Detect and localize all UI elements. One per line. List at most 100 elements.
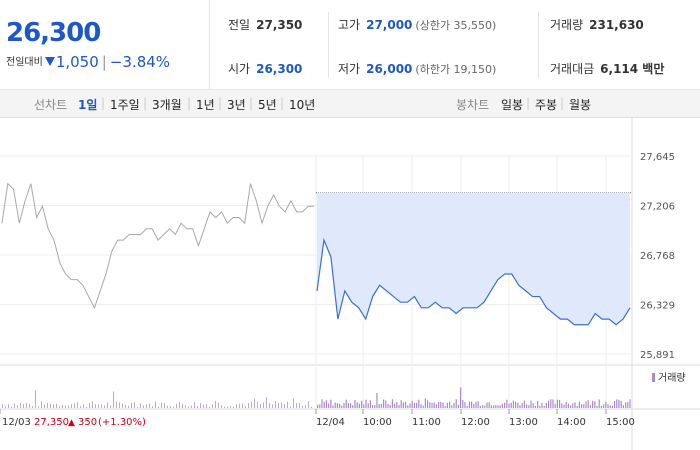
volume-bar: [378, 404, 380, 408]
volume-bar: [206, 404, 207, 408]
volume-bar: [143, 405, 144, 408]
stat-open: 시가 26,300: [228, 60, 302, 77]
tab-1year[interactable]: 1년: [196, 98, 215, 112]
volume-bar: [592, 400, 594, 408]
volume-bar: [179, 401, 180, 408]
volume-bar: [499, 405, 501, 408]
volume-bar: [287, 401, 288, 408]
volume-bar: [233, 406, 234, 408]
volume-bar: [548, 400, 550, 408]
volume-bar: [616, 399, 618, 408]
volume-bar: [215, 400, 216, 408]
volume-bar: [122, 403, 123, 408]
volume-bar: [185, 405, 186, 408]
volume-bar: [104, 405, 105, 408]
current-price: 26,300: [6, 18, 101, 48]
volume-bar: [449, 401, 451, 408]
volume-bar: [490, 405, 492, 408]
tab-weekly-candle[interactable]: 주봉: [535, 98, 558, 112]
volume-bar: [356, 402, 358, 408]
volume-bar: [413, 402, 415, 408]
volume-bar: [305, 405, 306, 408]
tab-divider: |: [187, 96, 192, 110]
volume-bar: [137, 406, 138, 408]
volume-bar: [589, 405, 591, 408]
volume-bar: [341, 405, 343, 408]
volume-bar: [325, 400, 327, 408]
tab-1week[interactable]: 1주일: [110, 98, 140, 112]
volume-bar: [176, 403, 177, 408]
volume-bar: [561, 403, 563, 408]
volume-bar: [383, 399, 385, 408]
volume-bar: [479, 405, 481, 408]
change-separator: |: [101, 53, 107, 71]
volume-bar: [363, 404, 365, 408]
volume-bar: [422, 405, 424, 408]
x-tick-label: 11:00: [412, 417, 441, 428]
volume-bar: [528, 405, 530, 408]
volume-bar: [442, 402, 444, 408]
volume-bar: [405, 401, 407, 408]
volume-bar: [245, 406, 246, 408]
tab-daily-candle[interactable]: 일봉: [501, 98, 524, 112]
x-tick-label: 10:00: [363, 417, 392, 428]
tab-divider: |: [249, 96, 254, 110]
volume-bar: [614, 401, 616, 408]
stat-volume: 거래량 231,630: [550, 16, 644, 33]
volume-bar: [330, 399, 332, 408]
volume-bar: [62, 404, 63, 408]
tab-3month[interactable]: 3개월: [152, 98, 182, 112]
volume-bar: [56, 403, 57, 408]
tab-10year[interactable]: 10년: [289, 98, 316, 112]
volume-bar: [41, 401, 42, 408]
x-tick-label: 14:00: [557, 417, 586, 428]
volume-bar: [68, 405, 69, 408]
volume-bar: [5, 406, 6, 408]
tab-5year[interactable]: 5년: [258, 98, 277, 112]
volume-bar: [416, 402, 418, 408]
y-tick-label: 26,768: [640, 251, 675, 262]
volume-bar: [365, 399, 367, 408]
volume-bar: [345, 399, 347, 408]
volume-bar: [427, 400, 429, 408]
x-tick-label: 12:00: [461, 417, 490, 428]
divider: [538, 12, 539, 78]
volume-bar: [32, 405, 33, 408]
volume-bar: [339, 403, 341, 408]
volume-bar: [110, 405, 111, 408]
volume-bar: [493, 405, 495, 408]
stat-prev-close: 전일 27,350: [228, 16, 302, 33]
volume-bar: [622, 405, 624, 408]
tab-3year[interactable]: 3년: [227, 98, 246, 112]
volume-bar: [53, 404, 54, 408]
volume-bar: [444, 405, 446, 408]
volume-bar: [594, 401, 596, 408]
stat-open-value: 26,300: [256, 62, 303, 76]
volume-bar: [354, 400, 356, 408]
volume-bar: [299, 402, 300, 408]
volume-bar: [570, 405, 572, 408]
volume-bar: [565, 401, 567, 408]
volume-bar: [517, 402, 519, 408]
volume-bar: [603, 404, 605, 408]
today-price-line: [316, 237, 631, 326]
volume-bar: [194, 402, 195, 408]
tab-monthly-candle[interactable]: 월봉: [569, 98, 592, 112]
volume-bar: [74, 403, 75, 408]
tab-1day[interactable]: 1일: [78, 98, 98, 112]
volume-bar: [152, 406, 153, 408]
stat-amount: 거래대금 6,114 백만: [550, 60, 664, 77]
volume-bar: [563, 404, 565, 408]
volume-bar: [407, 405, 409, 408]
volume-bar: [80, 406, 81, 408]
volume-bar: [574, 402, 576, 408]
prev-day-change: 350: [78, 417, 97, 428]
volume-bar: [17, 405, 18, 408]
change-label: 전일대비: [6, 57, 43, 68]
volume-bar: [167, 405, 168, 408]
volume-bar: [293, 398, 294, 408]
volume-bar: [446, 402, 448, 408]
volume-bar: [451, 405, 453, 408]
volume-bar: [506, 399, 508, 408]
stat-low-label: 저가: [338, 62, 361, 76]
